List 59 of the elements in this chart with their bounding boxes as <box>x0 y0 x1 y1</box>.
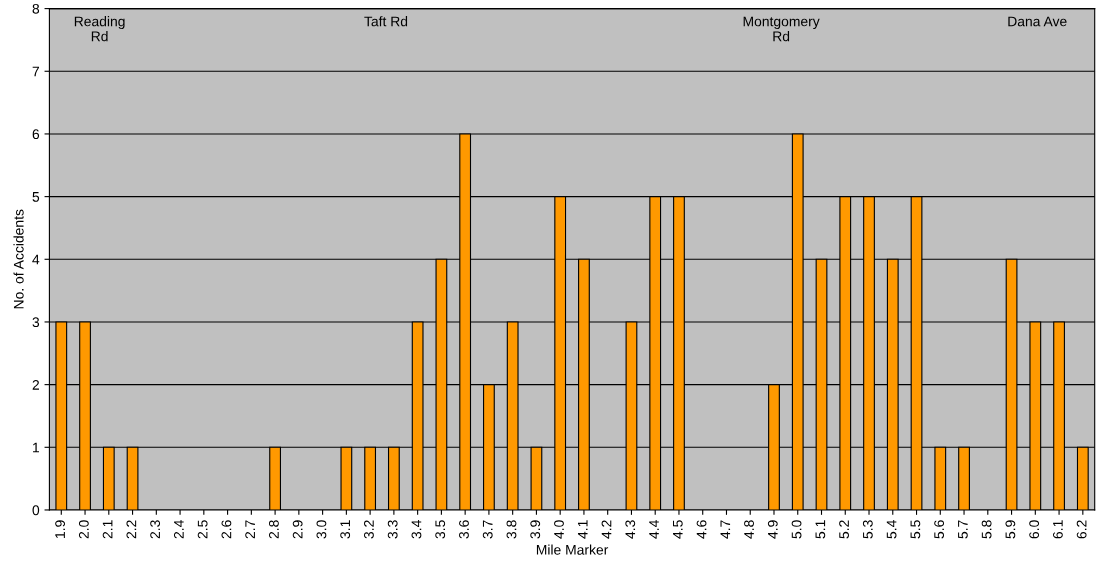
x-tick-label: 3.9 <box>530 520 541 539</box>
annotation: Reading Rd <box>74 16 125 42</box>
x-tick-label: 4.3 <box>625 520 636 539</box>
x-tick-label: 2.9 <box>292 520 303 539</box>
x-tick-label: 2.4 <box>173 520 184 539</box>
x-tick-label: 2.0 <box>78 520 89 539</box>
x-tick-label: 5.7 <box>958 520 968 539</box>
x-tick-label: 3.7 <box>482 520 493 539</box>
x-tick-label: 4.4 <box>649 520 659 539</box>
x-tick-label: 3.1 <box>340 520 351 539</box>
x-tick-label: 5.9 <box>1005 520 1016 539</box>
y-tick-label: 0 <box>32 505 40 516</box>
x-tick-label: 3.4 <box>411 520 422 539</box>
x-tick-label: 5.2 <box>839 520 849 539</box>
x-tick-label: 4.6 <box>696 520 707 539</box>
x-tick-label: 2.8 <box>268 520 279 539</box>
x-tick-label: 5.6 <box>934 520 945 539</box>
x-tick-label: 2.2 <box>126 520 137 539</box>
x-tick-label: 1.9 <box>55 520 66 538</box>
x-tick-label: 2.6 <box>221 520 232 539</box>
x-tick-label: 6.1 <box>1052 520 1063 539</box>
annotation: Taft Rd <box>364 16 408 27</box>
x-tick-label: 2.3 <box>150 520 161 539</box>
x-tick-label: 4.7 <box>720 520 731 539</box>
x-tick-label: 6.2 <box>1076 520 1087 539</box>
y-axis-title: No. of Accidents <box>13 209 24 309</box>
x-tick-label: 4.1 <box>577 520 588 539</box>
x-tick-label: 2.1 <box>102 520 113 539</box>
x-tick-label: 3.8 <box>506 520 517 539</box>
x-axis-title: Mile Marker <box>536 544 609 555</box>
annotation: Dana Ave <box>1008 16 1067 27</box>
y-tick-label: 6 <box>32 129 40 140</box>
x-tick-label: 3.2 <box>364 520 374 539</box>
x-tick-label: 3.3 <box>387 520 398 539</box>
y-tick-label: 1 <box>33 442 40 453</box>
x-tick-label: 2.7 <box>245 520 255 539</box>
x-tick-label: 4.2 <box>601 520 612 539</box>
y-tick-label: 3 <box>32 317 40 328</box>
x-tick-label: 4.9 <box>767 520 778 539</box>
x-tick-label: 5.3 <box>862 520 873 539</box>
y-tick-label: 2 <box>32 379 39 390</box>
x-tick-label: 5.1 <box>815 520 826 539</box>
x-tick-label: 4.8 <box>744 520 754 539</box>
x-tick-label: 2.5 <box>197 520 208 539</box>
x-tick-label: 5.4 <box>886 520 897 539</box>
x-tick-label: 3.5 <box>435 520 446 539</box>
annotation: Montgomery Rd <box>743 16 820 42</box>
y-tick-label: 5 <box>32 192 40 202</box>
x-tick-label: 5.5 <box>910 520 921 539</box>
x-tick-label: 5.0 <box>791 520 802 539</box>
x-tick-label: 4.0 <box>554 520 564 539</box>
x-tick-label: 6.0 <box>1029 520 1040 539</box>
x-tick-label: 3.0 <box>316 520 327 539</box>
y-tick-label: 7 <box>32 66 39 77</box>
x-tick-label: 3.6 <box>459 520 469 539</box>
x-tick-label: 4.5 <box>673 520 683 539</box>
y-tick-label: 8 <box>32 3 40 14</box>
x-tick-label: 5.8 <box>981 520 992 539</box>
y-tick-label: 4 <box>32 254 40 265</box>
